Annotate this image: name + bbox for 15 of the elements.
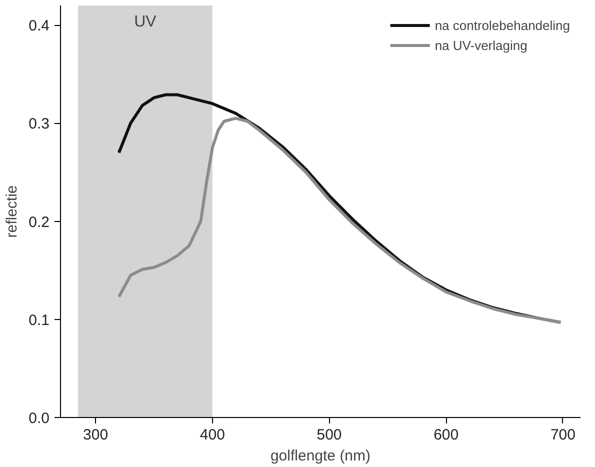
y-tick-label: 0.3 [28,116,50,133]
y-tick-label: 0.4 [28,18,50,35]
band-label: UV [134,14,157,30]
x-tick-label: 400 [200,426,225,444]
y-tick-label: 0.1 [28,312,50,329]
x-tick-label: 600 [434,426,459,444]
x-tick-label: 700 [550,426,576,444]
y-axis-title: reflectie [4,185,21,238]
x-tick-label: 300 [83,426,108,444]
legend-label: na UV-verlaging [434,38,528,52]
y-tick-label: 0.2 [28,214,50,231]
y-tick-label: 0.0 [28,410,50,427]
legend-label: na controlebehandeling [434,18,570,32]
x-tick-label: 500 [316,426,342,444]
x-axis-title: golflengte (nm) [270,448,371,464]
